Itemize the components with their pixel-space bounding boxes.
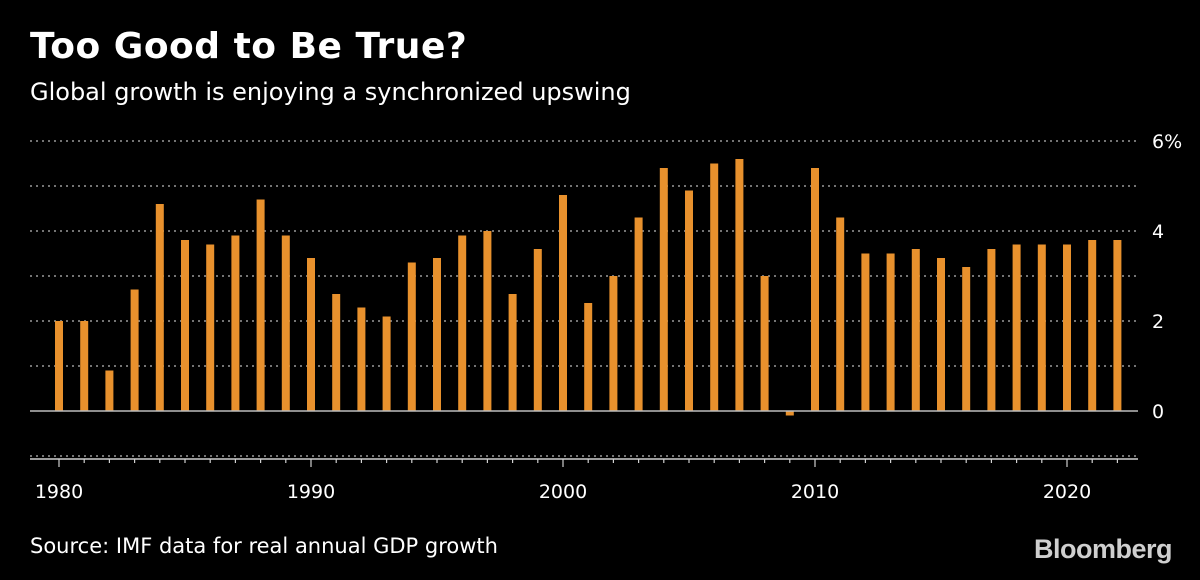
bar-2001: [584, 303, 593, 411]
bar-1981: [80, 321, 89, 411]
bar-2019: [1037, 244, 1046, 411]
bar-2004: [659, 168, 668, 411]
bar-2021: [1088, 240, 1097, 411]
bar-1986: [206, 244, 215, 411]
bar-1983: [130, 289, 139, 411]
bar-1984: [155, 204, 164, 411]
bar-2017: [987, 249, 996, 411]
bar-2005: [685, 190, 693, 411]
bar-2007: [735, 159, 744, 411]
x-tick-label-2010: 2010: [791, 481, 839, 503]
bar-1997: [483, 231, 492, 411]
bar-2016: [962, 267, 971, 411]
bloomberg-logo: Bloomberg: [1033, 534, 1173, 564]
bar-1996: [458, 235, 467, 411]
chart-subtitle: Global growth is enjoying a synchronized…: [30, 78, 631, 106]
bar-1995: [433, 258, 441, 411]
bar-2008: [760, 276, 769, 411]
bars: [55, 159, 1122, 416]
bar-2003: [634, 217, 643, 411]
bar-2012: [861, 253, 870, 411]
bar-2010: [811, 168, 819, 411]
y-tick-label-0: 0: [1152, 401, 1164, 423]
bar-2009: [785, 411, 794, 416]
bar-1987: [231, 235, 240, 411]
x-tick-label-1980: 1980: [35, 481, 83, 503]
bar-1985: [181, 240, 189, 411]
bar-1994: [407, 262, 416, 411]
bar-2014: [911, 249, 920, 411]
bar-1999: [533, 249, 542, 411]
bar-2006: [710, 163, 719, 411]
tick-labels: 1980 1990 2000 2010 2020 0 2 4 6%: [35, 131, 1182, 503]
y-tick-label-6: 6%: [1152, 131, 1182, 153]
bar-1988: [256, 199, 265, 411]
gridlines: [30, 140, 1138, 457]
chart-title: Too Good to Be True?: [30, 26, 468, 67]
bar-2018: [1012, 244, 1021, 411]
bar-1993: [382, 316, 391, 411]
bar-1998: [508, 294, 517, 411]
bar-2000: [559, 195, 567, 411]
bar-1982: [105, 370, 114, 411]
bar-1991: [332, 294, 341, 411]
y-tick-label-4: 4: [1152, 221, 1164, 243]
axes: [30, 410, 1138, 467]
bar-2015: [937, 258, 945, 411]
bar-1992: [357, 307, 366, 411]
x-tick-label-1990: 1990: [287, 481, 335, 503]
bar-2013: [886, 253, 895, 411]
bar-2022: [1113, 240, 1122, 411]
bar-2011: [836, 217, 845, 411]
x-tick-label-2000: 2000: [539, 481, 587, 503]
bar-1980: [55, 321, 63, 411]
bar-2020: [1063, 244, 1071, 411]
bar-2002: [609, 276, 618, 411]
y-tick-label-2: 2: [1152, 311, 1164, 333]
bar-1989: [281, 235, 290, 411]
x-tick-label-2020: 2020: [1043, 481, 1091, 503]
bar-1990: [307, 258, 315, 411]
source-note: Source: IMF data for real annual GDP gro…: [30, 534, 498, 558]
